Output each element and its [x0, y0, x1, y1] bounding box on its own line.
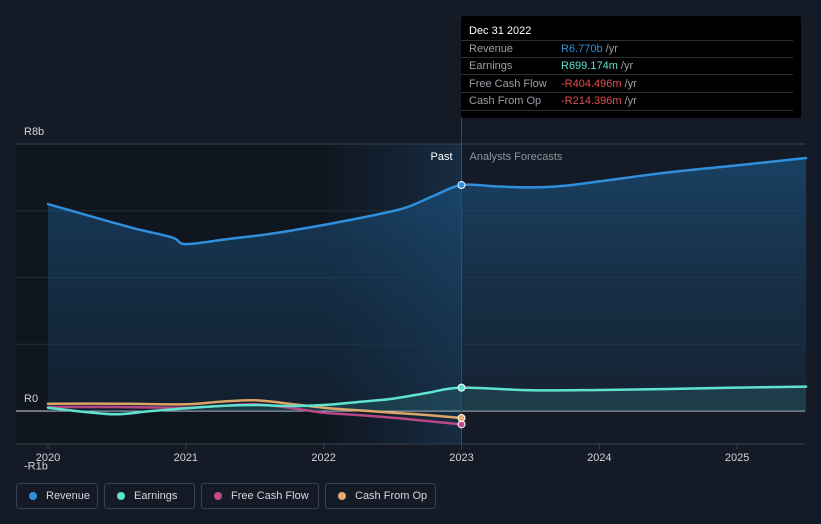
- tooltip-label: Earnings: [469, 60, 513, 72]
- x-axis-label: 2022: [311, 452, 335, 464]
- tooltip-label: Revenue: [469, 43, 514, 55]
- series-areas: [48, 158, 807, 415]
- tooltip-date: Dec 31 2022: [469, 25, 532, 37]
- marker-earnings: [457, 383, 466, 392]
- x-axis-labels: 2020 2021 2022 2023 2024 2025: [36, 444, 749, 464]
- marker-cash-from-op: [457, 414, 466, 423]
- series-line-revenue: [46, 156, 808, 246]
- tooltip-label: Free Cash Flow: [469, 78, 547, 90]
- y-axis-labels: R8b R0 -R1b: [24, 126, 48, 472]
- marker-revenue: [457, 181, 466, 190]
- tooltip-row-cash-from-op: Cash From Op -R214.396m /yr: [469, 95, 799, 109]
- x-axis-label: 2020: [36, 452, 60, 464]
- tooltip-value-cash-from-op: -R214.396m /yr: [561, 95, 637, 107]
- tooltip-divider: [461, 92, 793, 93]
- tooltip-row-revenue: Revenue R6.770b /yr: [469, 43, 799, 57]
- series-line-free-cash-flow: [46, 403, 463, 426]
- series-lines: [46, 156, 808, 426]
- tooltip-divider: [461, 110, 793, 111]
- tooltip-label: Cash From Op: [469, 95, 542, 107]
- tooltip: Dec 31 2022 Revenue R6.770b /yr Earnings…: [461, 16, 801, 118]
- series-line-cash-from-op: [46, 398, 463, 420]
- y-axis-label: -R1b: [24, 460, 48, 472]
- x-axis-label: 2024: [587, 452, 611, 464]
- legend-earnings[interactable]: Earnings: [104, 483, 195, 509]
- legend-label: Revenue: [46, 490, 91, 502]
- tooltip-value-free-cash-flow: -R404.496m /yr: [561, 78, 637, 90]
- legend-cash-from-op[interactable]: Cash From Op: [325, 483, 436, 509]
- tooltip-divider: [461, 40, 793, 41]
- tooltip-value-revenue: R6.770b /yr: [561, 43, 618, 55]
- legend-free-cash-flow[interactable]: Free Cash Flow: [201, 483, 319, 509]
- legend-label: Earnings: [134, 490, 178, 502]
- y-axis-label: R0: [24, 393, 38, 405]
- tooltip-value-earnings: R699.174m /yr: [561, 60, 634, 72]
- legend-revenue[interactable]: Revenue: [16, 483, 98, 509]
- legend-dot-icon: [117, 492, 125, 500]
- y-axis-label: R8b: [24, 126, 44, 138]
- past-label: Past: [430, 151, 452, 163]
- x-axis-label: 2021: [174, 452, 198, 464]
- legend-label: Cash From Op: [355, 490, 428, 502]
- legend-dot-icon: [338, 492, 346, 500]
- tooltip-row-free-cash-flow: Free Cash Flow -R404.496m /yr: [469, 78, 799, 92]
- series-area-earnings: [48, 386, 807, 415]
- series-area-revenue: [48, 158, 807, 411]
- x-axis-label: 2025: [725, 452, 749, 464]
- tooltip-row-earnings: Earnings R699.174m /yr: [469, 60, 799, 74]
- x-axis-label: 2023: [449, 452, 473, 464]
- legend-dot-icon: [29, 492, 37, 500]
- legend-label: Free Cash Flow: [231, 490, 309, 502]
- forecast-label: Analysts Forecasts: [470, 151, 563, 163]
- series-line-earnings: [46, 385, 808, 416]
- series-markers: [457, 181, 466, 429]
- tooltip-divider: [461, 57, 793, 58]
- legend-dot-icon: [214, 492, 222, 500]
- tooltip-divider: [461, 74, 793, 75]
